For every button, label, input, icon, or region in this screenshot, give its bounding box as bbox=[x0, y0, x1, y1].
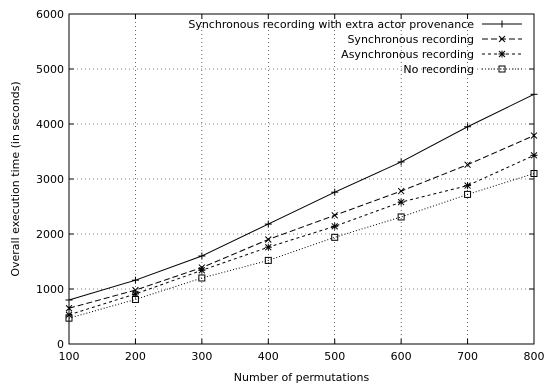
data-point-marker bbox=[530, 90, 538, 98]
data-point-marker bbox=[65, 314, 73, 322]
x-tick-label: 200 bbox=[125, 350, 146, 363]
data-point-marker bbox=[65, 304, 73, 312]
legend-item: Asynchronous recording bbox=[341, 48, 522, 61]
data-point-marker bbox=[397, 213, 405, 221]
x-tick-label: 300 bbox=[191, 350, 212, 363]
data-point-marker bbox=[498, 35, 506, 43]
data-point-marker bbox=[331, 188, 339, 196]
series-line bbox=[68, 173, 535, 319]
data-point-marker bbox=[198, 274, 206, 282]
data-point-marker bbox=[131, 276, 139, 284]
y-axis-label: Overall execution time (in seconds) bbox=[9, 81, 22, 276]
y-tick-label: 6000 bbox=[36, 8, 64, 21]
legend-label: Asynchronous recording bbox=[341, 48, 474, 61]
legend-label: No recording bbox=[403, 63, 474, 76]
series-line bbox=[68, 135, 535, 309]
grid-lines bbox=[69, 14, 534, 344]
data-point-marker bbox=[464, 182, 472, 190]
legend-item: Synchronous recording with extra actor p… bbox=[188, 18, 522, 31]
series-2 bbox=[65, 132, 538, 312]
data-point-marker bbox=[397, 158, 405, 166]
y-tick-label: 5000 bbox=[36, 63, 64, 76]
axis-ticks: 0 1000 2000 3000 4000 5000 6000 100 200 300 400 500… bbox=[36, 8, 545, 363]
series-3 bbox=[65, 151, 538, 319]
legend-label: Synchronous recording bbox=[347, 33, 474, 46]
data-point-marker bbox=[198, 252, 206, 260]
x-axis-label: Number of permutations bbox=[234, 371, 370, 384]
data-point-marker bbox=[264, 243, 272, 251]
y-tick-label: 3000 bbox=[36, 173, 64, 186]
data-point-marker bbox=[464, 123, 472, 131]
data-point-marker bbox=[264, 256, 272, 264]
series-4 bbox=[65, 170, 538, 322]
data-point-marker bbox=[498, 65, 506, 73]
data-point-marker bbox=[397, 187, 405, 195]
legend-item: No recording bbox=[403, 63, 522, 76]
x-tick-label: 600 bbox=[391, 350, 412, 363]
data-point-marker bbox=[464, 161, 471, 169]
legend-label: Synchronous recording with extra actor p… bbox=[188, 18, 474, 31]
y-tick-label: 4000 bbox=[36, 118, 64, 131]
legend: Synchronous recording with extra actor p… bbox=[188, 18, 522, 76]
x-tick-label: 700 bbox=[457, 350, 478, 363]
series-1 bbox=[65, 90, 538, 304]
legend-item: Synchronous recording bbox=[347, 33, 522, 46]
data-point-marker bbox=[530, 170, 538, 177]
data-point-marker bbox=[530, 132, 538, 139]
data-point-marker bbox=[498, 20, 506, 28]
series-group bbox=[65, 90, 538, 322]
data-point-marker bbox=[397, 198, 405, 206]
x-tick-label: 400 bbox=[258, 350, 279, 363]
data-point-marker bbox=[498, 50, 506, 58]
data-point-marker bbox=[530, 151, 538, 159]
data-point-marker bbox=[264, 236, 272, 243]
data-point-marker bbox=[198, 266, 206, 274]
y-tick-label: 1000 bbox=[36, 283, 64, 296]
data-point-marker bbox=[331, 211, 339, 219]
x-tick-label: 500 bbox=[324, 350, 345, 363]
data-point-marker bbox=[331, 222, 339, 230]
data-point-marker bbox=[331, 233, 339, 241]
y-tick-label: 2000 bbox=[36, 228, 64, 241]
data-point-marker bbox=[131, 295, 139, 303]
y-tick-label: 0 bbox=[57, 338, 64, 351]
series-line bbox=[68, 93, 535, 301]
x-tick-label: 800 bbox=[524, 350, 545, 363]
data-point-marker bbox=[464, 190, 472, 198]
data-point-marker bbox=[264, 220, 272, 228]
data-point-marker bbox=[65, 296, 73, 304]
x-tick-label: 100 bbox=[59, 350, 80, 363]
